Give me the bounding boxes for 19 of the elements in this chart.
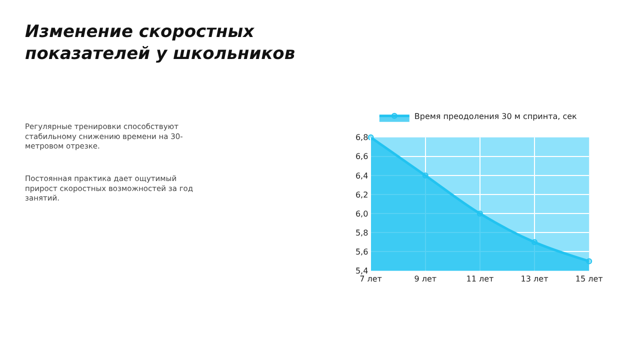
y-tick-label: 6,8 [355,133,368,142]
y-tick-label: 6,0 [355,209,368,218]
y-tick-label: 6,4 [355,171,368,180]
x-tick-label: 13 лет [520,274,549,284]
legend-label: Время преодоления 30 м спринта, сек [414,112,578,121]
y-tick-label: 6,2 [355,190,368,200]
y-tick-label: 5,6 [355,248,368,257]
x-tick-label: 7 лет [360,274,382,284]
y-tick-label: 5,4 [355,266,368,276]
point [422,172,428,178]
x-tick-label: 9 лет [414,274,437,284]
point [532,239,538,246]
text: Изменение скоростных показателей у школьников [25,22,296,64]
x-tick-label: 15 лет [575,274,604,284]
y-tick-label: 6,6 [355,152,368,162]
x-tick-label: 11 лет [466,274,494,284]
y-tick-label: 5,8 [355,228,368,238]
point [586,258,592,264]
point [476,210,483,217]
